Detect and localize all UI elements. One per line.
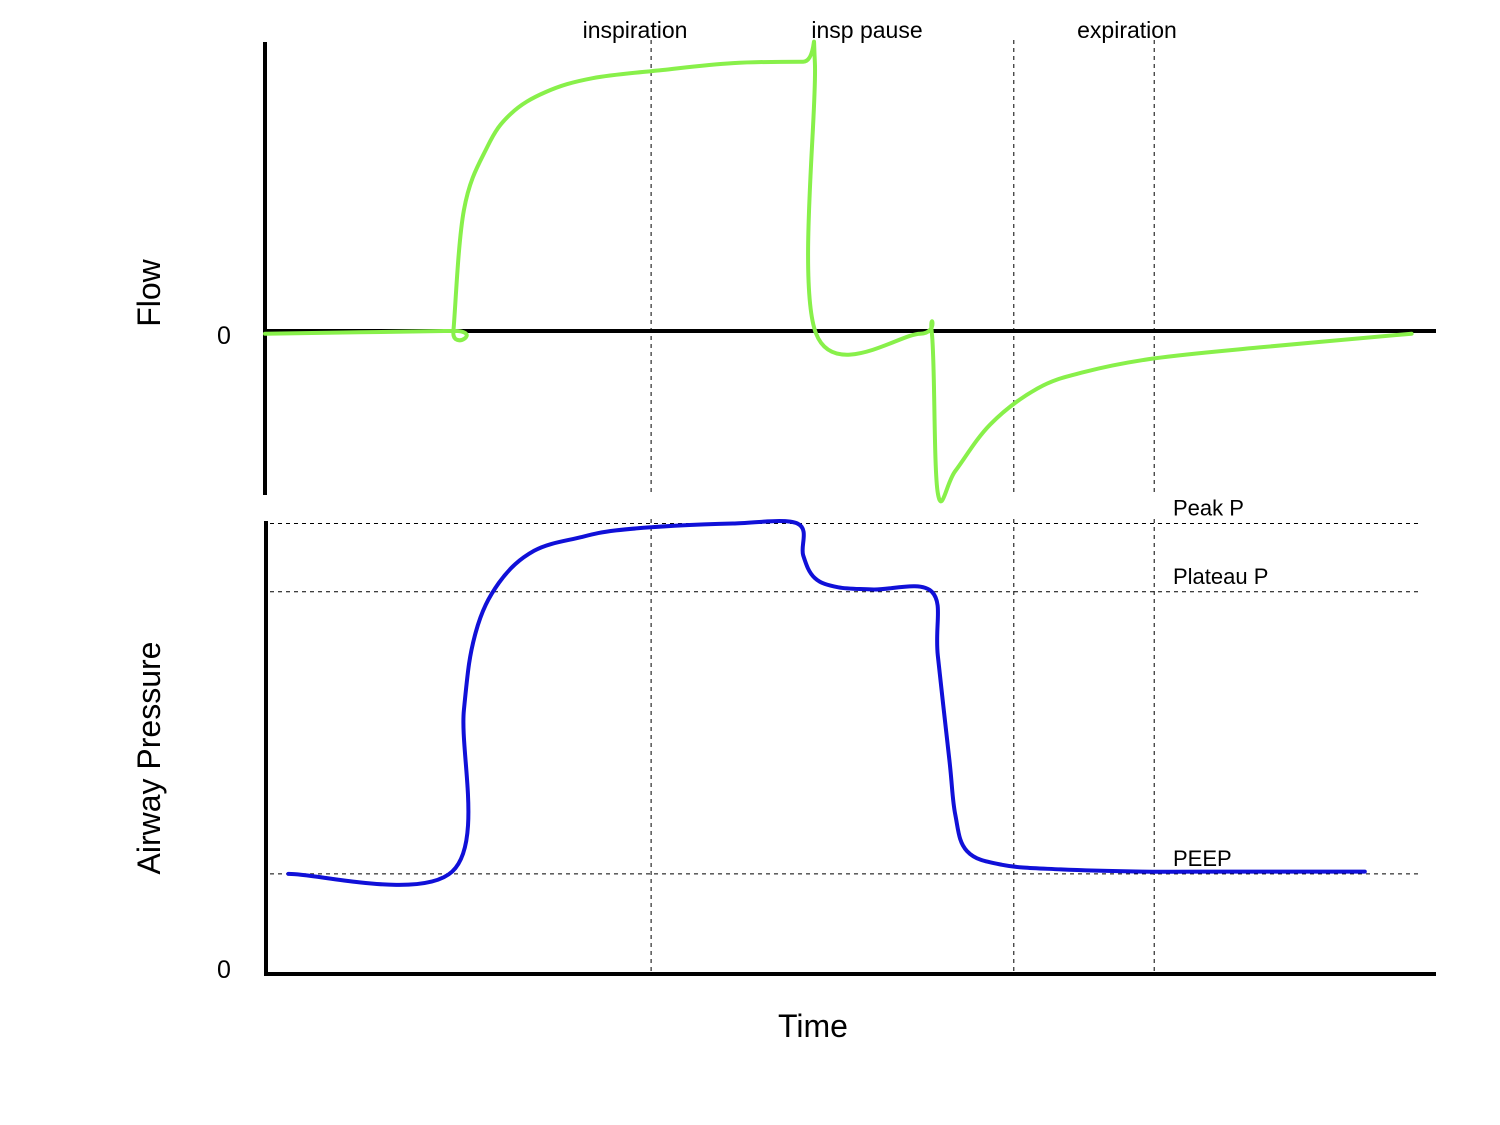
ref-label-peep: PEEP (1173, 846, 1232, 871)
pressure-series-line-0 (286, 518, 1367, 887)
phase-label-insp-pause: insp pause (811, 17, 922, 43)
ref-label-peak-p: Peak P (1173, 496, 1244, 521)
flow-axis-title: Flow (131, 258, 167, 326)
x-axis-title: Time (778, 1008, 848, 1044)
phase-guides (650, 40, 1155, 974)
series-layer (263, 39, 1414, 887)
flow-series-line-0 (263, 39, 1414, 504)
flow-zero-tick: 0 (217, 322, 231, 350)
pressure-zero-tick: 0 (217, 956, 231, 984)
phase-label-expiration: expiration (1077, 17, 1177, 43)
reference-lines: Peak P Plateau P PEEP (270, 496, 1420, 875)
ref-label-plateau-p: Plateau P (1173, 564, 1268, 589)
phase-label-inspiration: inspiration (583, 17, 688, 43)
pressure-axis-title: Airway Pressure (131, 642, 167, 875)
